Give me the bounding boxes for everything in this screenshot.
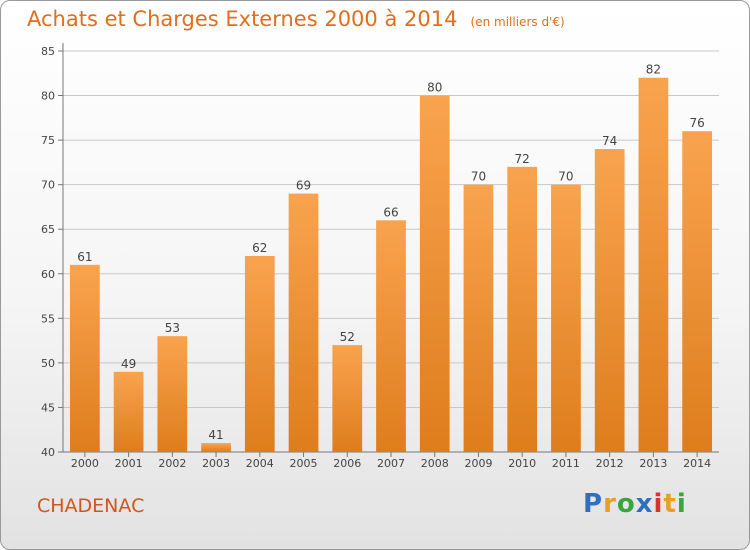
commune-name: CHADENAC <box>37 495 145 517</box>
bar <box>113 371 144 452</box>
data-label: 66 <box>383 205 398 219</box>
bar <box>507 166 538 452</box>
y-tick-label: 45 <box>41 401 55 414</box>
x-tick-label: 2010 <box>508 457 536 470</box>
bar <box>201 443 231 452</box>
data-label: 62 <box>252 241 267 255</box>
x-tick-label: 2006 <box>333 457 361 470</box>
x-tick-label: 2009 <box>464 457 492 470</box>
bar <box>463 184 494 452</box>
chart-unit: (en milliers d'€) <box>470 15 565 29</box>
bar <box>157 336 188 452</box>
x-tick-label: 2001 <box>115 457 143 470</box>
x-tick-label: 2007 <box>377 457 405 470</box>
x-tick-label: 2013 <box>639 457 667 470</box>
data-label: 82 <box>646 63 661 77</box>
data-label: 80 <box>427 81 442 95</box>
data-label: 61 <box>77 250 92 264</box>
y-tick-label: 50 <box>41 357 55 370</box>
data-label: 53 <box>165 321 180 335</box>
bar <box>244 255 275 452</box>
x-tick-label: 2014 <box>683 457 711 470</box>
chart-title-text: Achats et Charges Externes 2000 à 2014 <box>27 7 458 31</box>
x-tick-label: 2011 <box>552 457 580 470</box>
data-label: 70 <box>471 170 486 184</box>
y-tick-label: 70 <box>41 179 55 192</box>
data-label: 69 <box>296 179 311 193</box>
bar <box>288 193 319 453</box>
bar <box>682 131 713 452</box>
bar <box>332 345 363 452</box>
y-tick-label: 85 <box>41 45 55 58</box>
data-label: 41 <box>208 428 223 442</box>
y-tick-label: 75 <box>41 134 55 147</box>
bar <box>551 184 581 452</box>
bar <box>69 264 100 452</box>
x-tick-label: 2004 <box>246 457 274 470</box>
data-label: 74 <box>602 134 617 148</box>
data-label: 49 <box>121 357 136 371</box>
y-tick-label: 65 <box>41 223 55 236</box>
x-tick-label: 2008 <box>421 457 449 470</box>
x-tick-label: 2005 <box>290 457 318 470</box>
y-tick-label: 60 <box>41 268 55 281</box>
bar <box>419 95 450 453</box>
x-tick-label: 2003 <box>202 457 230 470</box>
data-label: 70 <box>558 170 573 184</box>
y-tick-label: 55 <box>41 312 55 325</box>
x-tick-label: 2012 <box>596 457 624 470</box>
x-tick-label: 2000 <box>71 457 99 470</box>
bar <box>638 77 669 452</box>
bar <box>376 220 406 452</box>
proxiti-logo: Proxiti <box>583 489 687 519</box>
chart-title: Achats et Charges Externes 2000 à 2014 (… <box>27 7 565 31</box>
y-tick-label: 80 <box>41 90 55 103</box>
bar <box>594 149 625 452</box>
x-tick-label: 2002 <box>158 457 186 470</box>
data-label: 72 <box>515 152 530 166</box>
y-tick-label: 40 <box>41 446 55 459</box>
data-label: 52 <box>340 330 355 344</box>
data-label: 76 <box>689 116 704 130</box>
